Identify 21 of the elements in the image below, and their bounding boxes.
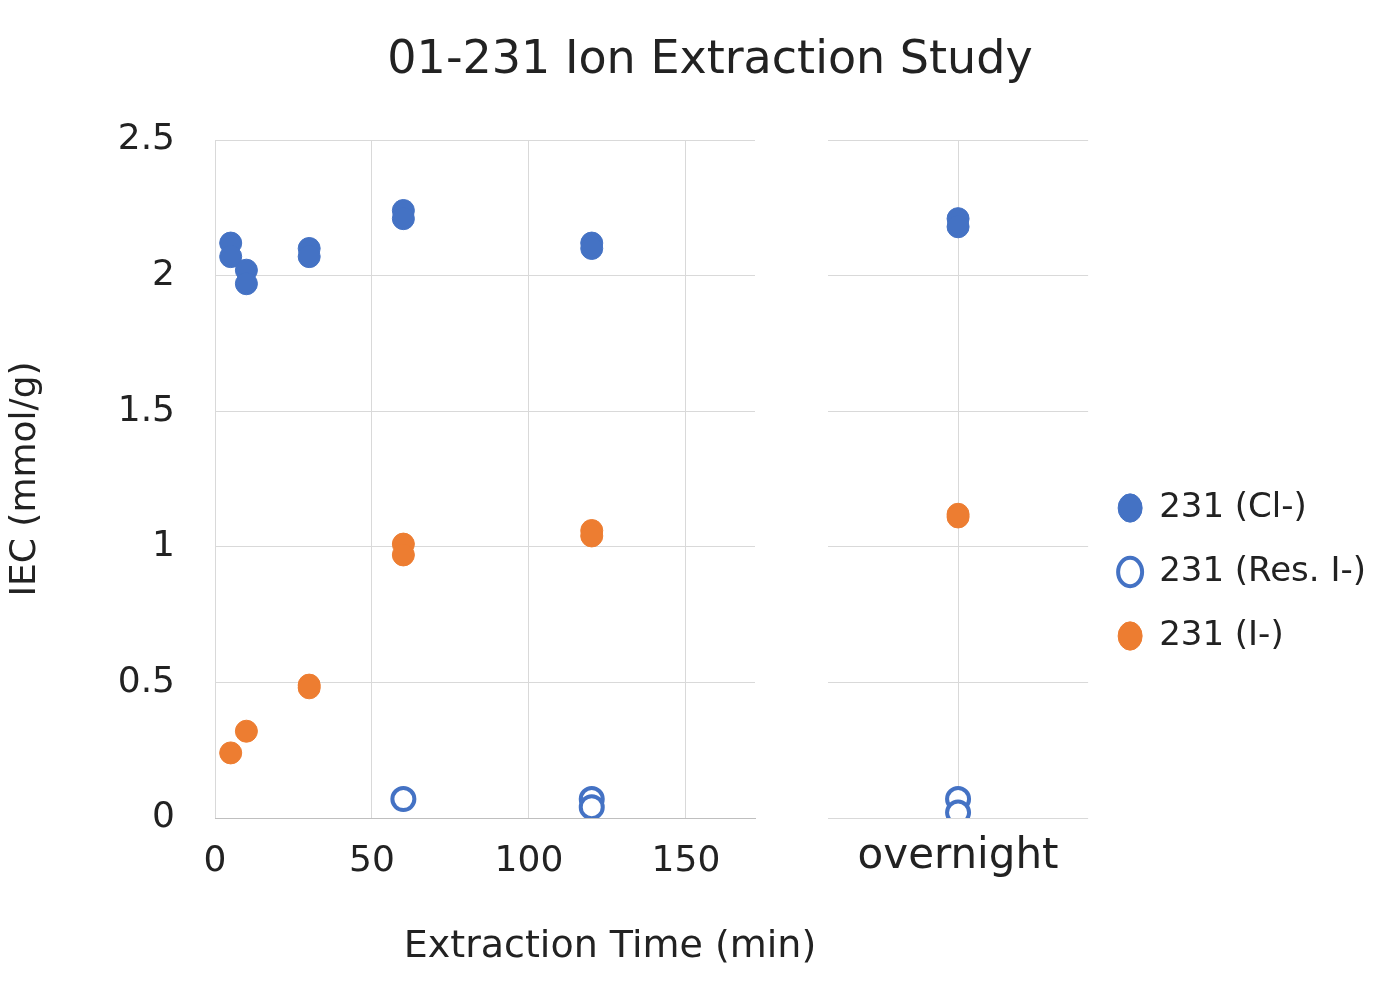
x-tick-label: 150 [651,837,721,879]
y-tick-label: 2 [152,251,175,293]
y-tick-label: 2.5 [117,116,175,158]
point [219,741,243,765]
chart-title: 01-231 Ion Extraction Study [386,30,1034,84]
legend-label: 231 (Res. I-) [1159,548,1366,589]
x-tick-label: 0 [203,837,227,879]
legend-label: 231 (Cl-) [1159,484,1307,525]
x-tick-label: 50 [349,837,395,879]
x-axis-title: Extraction Time (min) [402,922,818,966]
y-tick-label: 0 [152,794,175,836]
y-tick-label: 1.5 [117,387,175,429]
x-tick-label: overnight [857,829,1059,879]
x-tick-label: 100 [494,837,564,879]
y-tick-label: 0.5 [117,658,175,700]
y-tick-label: 1 [152,523,175,565]
legend-label: 231 (I-) [1159,612,1284,653]
y-axis-title: IEC (mmol/g) [1,361,43,597]
point [390,786,417,813]
point [578,794,605,818]
point [234,719,258,743]
